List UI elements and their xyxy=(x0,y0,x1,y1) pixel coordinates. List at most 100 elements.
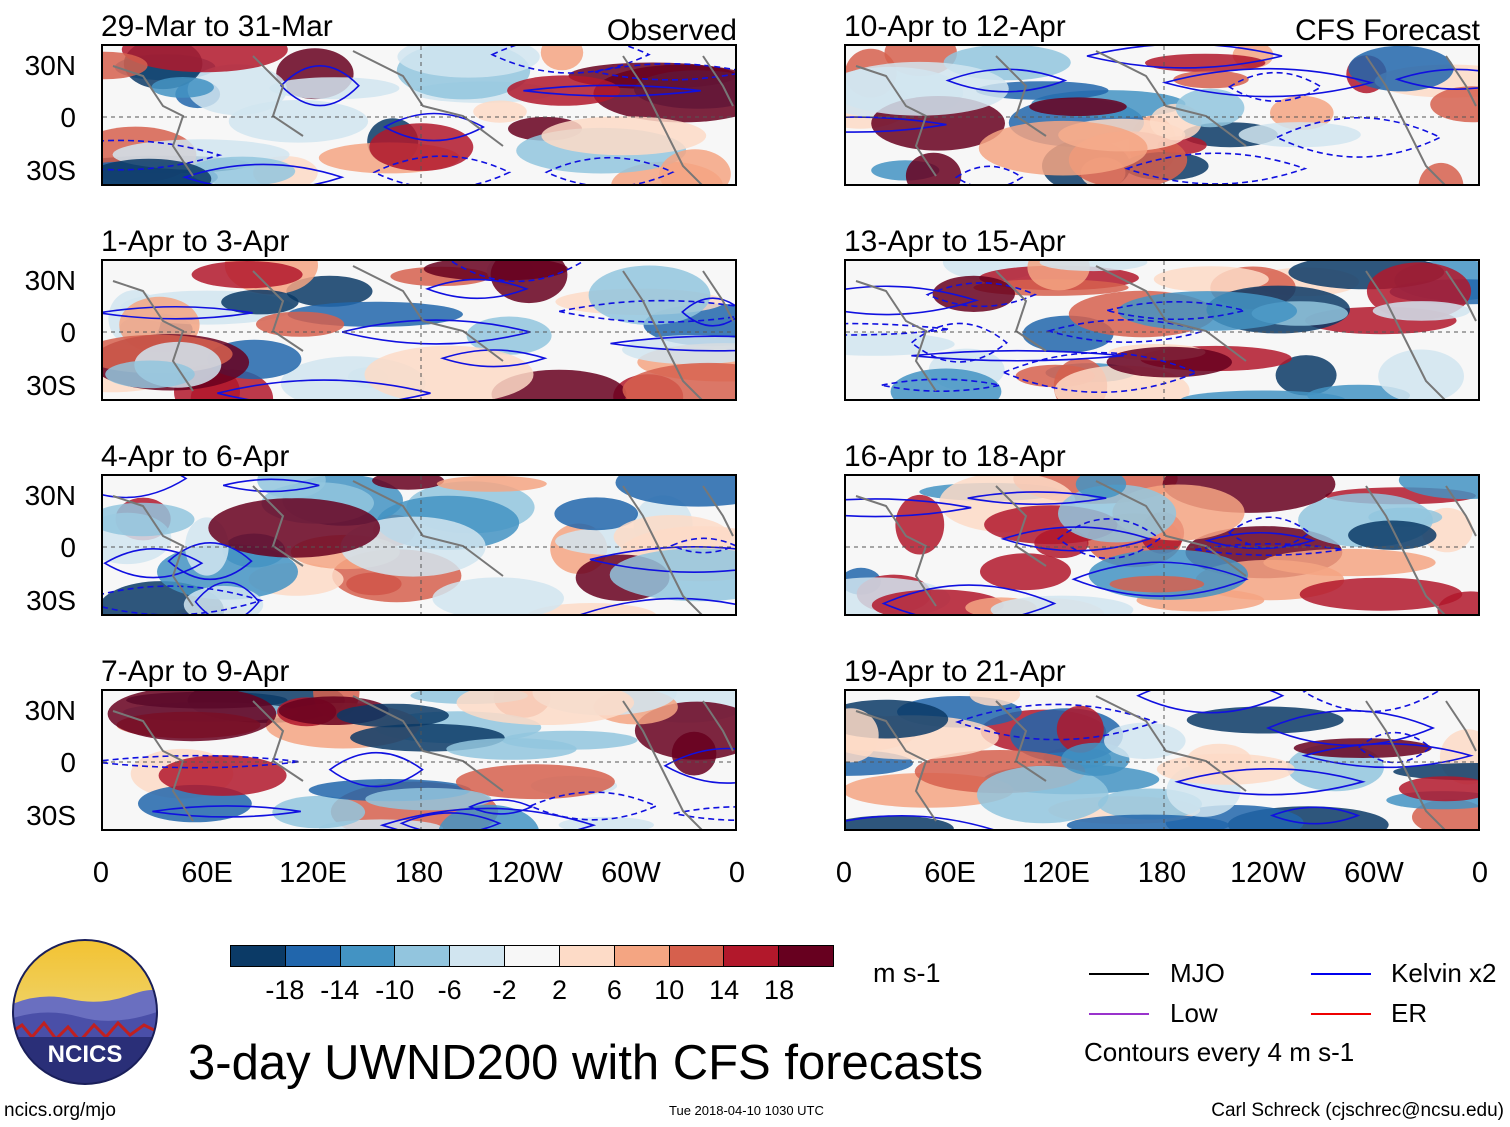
panel-title: 13-Apr to 15-Apr xyxy=(844,225,1066,258)
kelvin-contour xyxy=(1071,561,1249,597)
coastline xyxy=(1365,55,1446,184)
anomaly-region xyxy=(436,476,547,492)
anomaly-region xyxy=(1348,520,1437,550)
anomaly-region xyxy=(1173,70,1249,89)
anomaly-region xyxy=(1175,88,1245,128)
coastline xyxy=(702,270,734,322)
kelvin-contour xyxy=(152,805,301,818)
anomaly-region xyxy=(527,603,656,614)
footer-url[interactable]: ncics.org/mjo xyxy=(4,1100,116,1121)
longitude-label: 120E xyxy=(1022,857,1090,889)
anomaly-region xyxy=(1238,122,1361,148)
map-panel xyxy=(101,44,737,186)
anomaly-region xyxy=(890,368,1002,399)
map-heatmap xyxy=(103,261,735,399)
anomaly-region xyxy=(208,498,381,558)
anomaly-region xyxy=(107,691,277,742)
panel-title: 16-Apr to 18-Apr xyxy=(844,440,1066,473)
coastline xyxy=(855,495,937,607)
coastline xyxy=(622,55,703,184)
map-heatmap xyxy=(846,691,1478,829)
kelvin-contour xyxy=(911,349,1124,362)
anomaly-region xyxy=(1153,266,1269,293)
coastline xyxy=(622,485,703,614)
latitude-label: 0 xyxy=(60,317,76,348)
anomaly-region xyxy=(121,46,288,73)
anomaly-region xyxy=(1372,301,1471,321)
kelvin-contour xyxy=(1161,67,1375,98)
longitude-label: 60E xyxy=(924,857,976,889)
kelvin-contour xyxy=(1000,526,1153,552)
coastline xyxy=(995,485,1047,567)
anomaly-region xyxy=(1348,46,1454,92)
anomaly-region xyxy=(103,51,148,80)
colorbar-tick-label: 14 xyxy=(709,975,740,1005)
anomaly-region xyxy=(1056,705,1104,753)
coastline xyxy=(252,270,304,352)
colorbar-swatch xyxy=(450,946,506,966)
latitude-label: 0 xyxy=(60,747,76,778)
longitude-label: 120W xyxy=(1230,857,1306,889)
anomaly-region xyxy=(103,502,195,537)
kelvin-contour xyxy=(1275,116,1443,158)
coastline xyxy=(352,265,504,362)
anomaly-region xyxy=(1378,349,1464,399)
anomaly-region xyxy=(1075,476,1127,499)
colorbar-swatch xyxy=(724,946,780,966)
kelvin-contour xyxy=(846,815,994,829)
longitude-label: 0 xyxy=(1471,857,1489,889)
kelvin-contour xyxy=(954,165,1024,184)
anomaly-region xyxy=(256,311,345,337)
units-label: m s-1 xyxy=(873,958,941,988)
kelvin-contour xyxy=(182,163,345,184)
map-heatmap xyxy=(103,691,735,829)
anomaly-region xyxy=(1029,97,1127,116)
colorbar-swatch xyxy=(669,946,725,966)
latitude-label: 30S xyxy=(26,585,76,616)
kelvin-contour xyxy=(450,261,585,283)
coastline xyxy=(352,695,504,792)
legend-line-er xyxy=(1311,1013,1371,1015)
coastline xyxy=(1365,270,1446,399)
panel-tag: CFS Forecast xyxy=(1294,14,1480,47)
coastline xyxy=(995,270,1047,352)
longitude-label: 0 xyxy=(92,857,110,889)
kelvin-contour xyxy=(1086,46,1283,69)
colorbar xyxy=(230,945,834,967)
coastline xyxy=(112,495,194,607)
coastline xyxy=(112,65,194,177)
coastline xyxy=(1095,265,1247,362)
kelvin-contour xyxy=(589,546,735,573)
anomaly-region xyxy=(541,116,707,156)
latitude-label: 30S xyxy=(26,155,76,186)
anomaly-region xyxy=(191,261,303,289)
colorbar-tick-label: -10 xyxy=(375,975,415,1005)
colorbar-tick-label: -14 xyxy=(320,975,360,1005)
kelvin-contour xyxy=(194,581,260,614)
kelvin-contour xyxy=(217,379,431,399)
anomaly-region xyxy=(365,787,492,811)
coastline xyxy=(1445,55,1477,107)
latitude-label: 30S xyxy=(26,800,76,831)
colorbar-tick-label: 2 xyxy=(551,975,567,1005)
anomaly-region xyxy=(1186,706,1344,734)
kelvin-contour xyxy=(681,297,735,327)
anomaly-region xyxy=(1393,763,1478,781)
coastline xyxy=(622,270,703,399)
latitude-label: 30S xyxy=(26,370,76,401)
anomaly-region xyxy=(613,515,731,559)
kelvin-contour xyxy=(383,112,485,142)
kelvin-contour xyxy=(910,322,1008,363)
map-panel xyxy=(844,259,1480,401)
footer-timestamp: Tue 2018-04-10 1030 UTC xyxy=(669,1103,824,1118)
kelvin-contour xyxy=(399,812,502,829)
legend-line-mjo xyxy=(1089,973,1149,975)
latitude-label: 30N xyxy=(24,695,76,726)
map-heatmap xyxy=(103,476,735,614)
latitude-label: 0 xyxy=(60,532,76,563)
legend-label: MJO xyxy=(1170,958,1225,988)
kelvin-contour xyxy=(103,548,204,579)
anomaly-region xyxy=(540,46,584,71)
anomaly-region xyxy=(846,708,879,763)
anomaly-region xyxy=(151,77,214,98)
